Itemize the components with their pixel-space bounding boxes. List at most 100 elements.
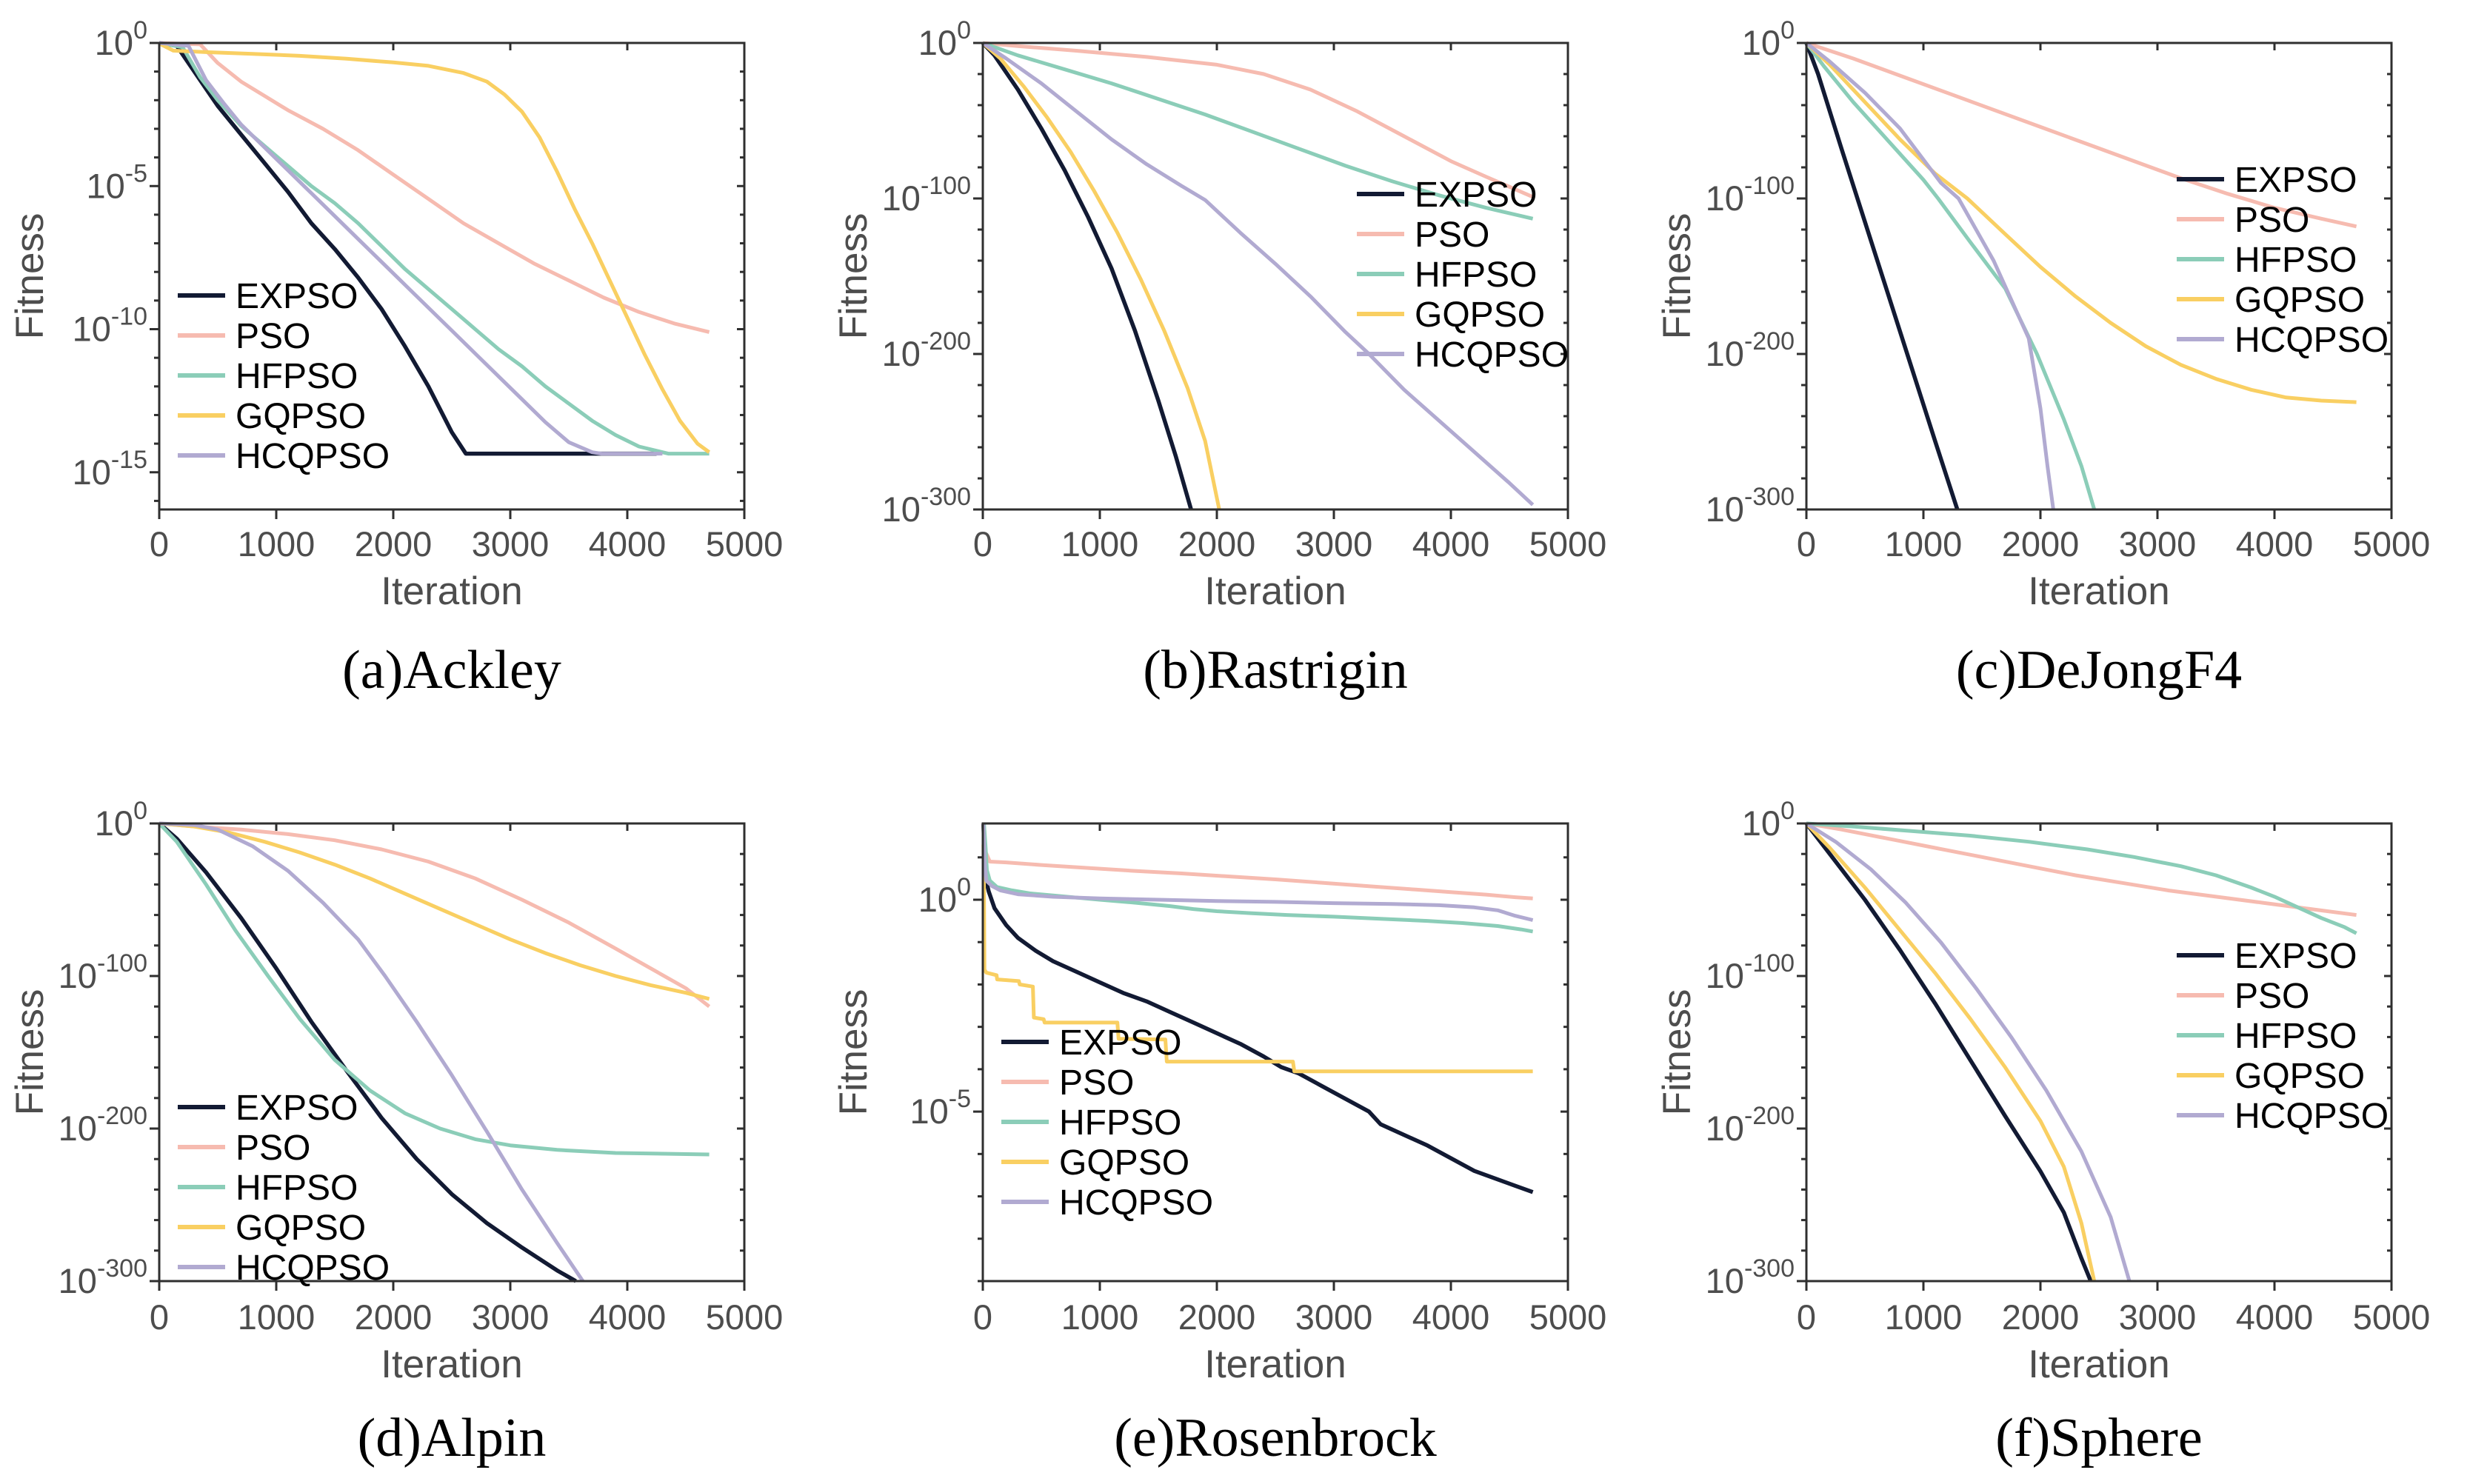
x-tick-label: 1000 [1061,524,1139,564]
chart-panel-rosenbrock: 0 1000 2000 3000 4000 5000 100 10-5 EXPSOPSOHFPS… [832,822,1607,1468]
series-hfpso-line [982,41,1534,221]
x-tick-label: 1000 [1885,1297,1963,1337]
axes-box [158,822,746,1283]
panel-caption: (e)Rosenbrock [1114,1408,1437,1468]
series-hcqpso-line [981,823,1534,922]
series-expso-line [158,41,657,456]
x-tick-label: 3000 [472,1297,550,1337]
series-expso-line [158,821,577,1283]
y-tick-label: 10-200 [1706,327,1795,373]
x-tick-label: 4000 [2236,1297,2314,1337]
y-tick-label: 100 [95,797,147,843]
x-axis-label: Iteration [2028,1343,2170,1386]
plot-area: 0 1000 2000 3000 4000 5000 100 10-5 10-10 10-15 EX… [73,16,784,564]
x-tick-label: 1000 [238,1297,316,1337]
y-tick-label: 10-10 [73,303,147,349]
y-tick-label: 100 [918,16,971,62]
series-expso-line [1804,42,1960,510]
axes-box [158,41,746,511]
y-tick-label: 10-300 [59,1254,147,1300]
panel-caption: (d)Alpin [358,1408,547,1468]
legend-label-pso: PSO [1059,1063,1134,1103]
y-tick-label: 10-100 [59,949,147,995]
axes-box [981,822,1569,1283]
chart-panel-alpin: 0 1000 2000 3000 4000 5000 100 10-100 10-200 10-3… [8,797,784,1468]
legend-label-hfpso: HFPSO [1415,255,1537,295]
series-hcqpso-line [1805,41,2055,510]
legend-label-hcqpso: HCQPSO [236,437,390,476]
legend-label-hfpso: HFPSO [1059,1103,1181,1143]
y-tick-label: 10-100 [882,172,971,218]
x-tick-label: 2000 [1178,1297,1256,1337]
y-tick-label: 10-200 [882,327,971,373]
x-axis-label: Iteration [381,1343,523,1386]
chart-panel-dejongf4: 0 1000 2000 3000 4000 5000 100 10-100 10-200 10-3… [1655,16,2431,701]
x-axis-label: Iteration [381,569,523,613]
series-gqpso-line [981,844,1533,1074]
legend-label-hfpso: HFPSO [2234,241,2357,280]
series-pso-line [158,41,710,334]
series-hcqpso-line [981,41,1535,507]
x-tick-label: 0 [1797,1297,1816,1337]
series-expso-line [981,823,1534,1194]
legend-label-pso: PSO [2234,977,2309,1016]
series-hcqpso-line [1805,821,2132,1282]
x-tick-label: 0 [150,524,169,564]
x-tick-label: 3000 [1295,524,1373,564]
plot-area: 0 1000 2000 3000 4000 5000 100 10-100 10-200 10-3… [1706,16,2431,564]
x-tick-label: 5000 [1529,524,1607,564]
y-axis-label: Fitness [1655,989,1699,1116]
legend-label-gqpso: GQPSO [1415,295,1545,335]
x-tick-label: 2000 [355,524,433,564]
legend-label-hfpso: HFPSO [2234,1017,2357,1056]
x-tick-label: 3000 [1295,1297,1373,1337]
legend-label-expso: EXPSO [1059,1023,1181,1063]
plot-area: 0 1000 2000 3000 4000 5000 100 10-100 10-200 10-3… [882,16,1607,564]
legend-label-gqpso: GQPSO [2234,281,2365,320]
legend-label-gqpso: GQPSO [236,1209,366,1248]
x-tick-label: 2000 [2002,524,2080,564]
x-tick-label: 5000 [706,1297,784,1337]
series-expso-line [1804,822,2093,1283]
legend-label-hfpso: HFPSO [236,357,358,396]
y-tick-label: 10-100 [1706,172,1795,218]
legend-label-hcqpso: HCQPSO [236,1249,390,1288]
x-tick-label: 4000 [589,1297,667,1337]
chart-panel-sphere: 0 1000 2000 3000 4000 5000 100 10-100 10-200 10-3… [1655,797,2431,1468]
series-gqpso-line [981,41,1221,510]
legend-label-hcqpso: HCQPSO [1415,335,1569,375]
legend-label-gqpso: GQPSO [1059,1143,1189,1183]
axes-box [981,41,1569,511]
y-axis-label: Fitness [8,213,52,340]
legend-label-hfpso: HFPSO [236,1169,358,1208]
y-tick-label: 10-300 [1706,483,1795,529]
x-axis-label: Iteration [1204,1343,1346,1386]
legend-label-hcqpso: HCQPSO [2234,1097,2389,1136]
y-tick-label: 10-300 [1706,1254,1795,1300]
y-axis-label: Fitness [8,989,52,1116]
x-tick-label: 5000 [1529,1297,1607,1337]
x-tick-label: 3000 [2119,524,2197,564]
x-tick-label: 2000 [355,1297,433,1337]
x-tick-label: 4000 [1412,524,1490,564]
plot-area: 0 1000 2000 3000 4000 5000 100 10-100 10-200 10-3… [1706,797,2431,1337]
chart-panel-rastrigin: 0 1000 2000 3000 4000 5000 100 10-100 10-200 10-3… [832,16,1607,701]
legend-label-pso: PSO [236,1129,310,1168]
x-tick-label: 5000 [2353,1297,2431,1337]
panel-caption: (a)Ackley [342,640,561,701]
legend-label-hcqpso: HCQPSO [1059,1183,1213,1223]
axes-box [1805,41,2393,511]
x-tick-label: 0 [150,1297,169,1337]
series-hfpso-line [1806,821,2357,935]
x-tick-label: 2000 [1178,524,1256,564]
legend-label-pso: PSO [1415,215,1489,255]
x-tick-label: 4000 [1412,1297,1490,1337]
legend-label-pso: PSO [236,317,310,356]
legend-label-expso: EXPSO [236,1089,358,1128]
series-gqpso-line [1805,41,2357,404]
legend-label-expso: EXPSO [1415,176,1537,215]
